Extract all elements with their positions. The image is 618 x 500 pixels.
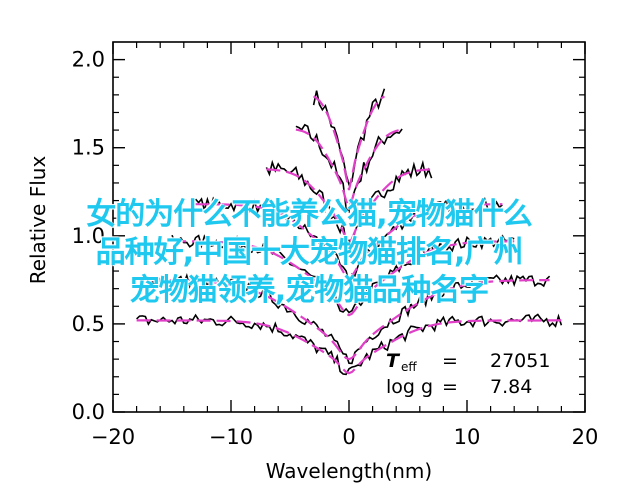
- teff-value: 27051: [490, 350, 550, 372]
- y-tick-label: 0.5: [72, 312, 105, 336]
- observed-spectrum-line: [147, 272, 551, 365]
- model-spectrum-line: [148, 279, 550, 361]
- teff-label: T: [386, 350, 401, 372]
- logg-value: 7.84: [490, 376, 532, 398]
- model-spectrum-line: [136, 319, 562, 375]
- observed-spectrum-line: [295, 123, 403, 214]
- teff-equals: =: [442, 350, 458, 372]
- y-axis-label: Relative Flux: [26, 156, 50, 285]
- model-spectrum-line: [266, 168, 432, 245]
- observed-spectrum-line: [312, 88, 386, 186]
- observed-spectrum-line: [171, 234, 515, 314]
- logg-equals: =: [442, 376, 458, 398]
- watermark-line-1: 女的为什么不能养公猫,宠物猫什么: [86, 197, 532, 232]
- x-tick-label: −20: [91, 425, 135, 449]
- parameter-annotations: T eff = 27051 log g = 7.84: [386, 350, 550, 398]
- x-tick-label: 20: [572, 425, 599, 449]
- y-tick-label: 1.0: [72, 224, 105, 248]
- watermark-overlay: 女的为什么不能养公猫,宠物猫什么 品种好,中国十大宠物猫排名,广州 宠物猫领养,…: [0, 196, 618, 310]
- teff-subscript: eff: [401, 360, 417, 374]
- axis-ticks: −20 −10 0 10 20 0.0 0.5 1.0 1.5 2.0: [72, 42, 599, 449]
- model-spectrum-line: [313, 95, 385, 191]
- logg-label: log g: [386, 376, 433, 398]
- series-layer: [136, 88, 563, 376]
- x-tick-label: −10: [209, 425, 253, 449]
- x-tick-label: 0: [342, 425, 355, 449]
- y-tick-label: 2.0: [72, 48, 105, 72]
- x-axis-label: Wavelength(nm): [266, 459, 432, 483]
- x-tick-label: 10: [454, 425, 481, 449]
- watermark-line-2: 品种好,中国十大宠物猫排名,广州: [95, 235, 524, 270]
- y-tick-label: 0.0: [72, 400, 105, 424]
- y-tick-label: 1.5: [72, 136, 105, 160]
- model-spectrum-line: [171, 240, 515, 317]
- observed-spectrum-line: [265, 159, 433, 248]
- watermark-line-3: 宠物猫领养,宠物猫品种名字: [129, 273, 489, 308]
- model-spectrum-line: [195, 203, 503, 280]
